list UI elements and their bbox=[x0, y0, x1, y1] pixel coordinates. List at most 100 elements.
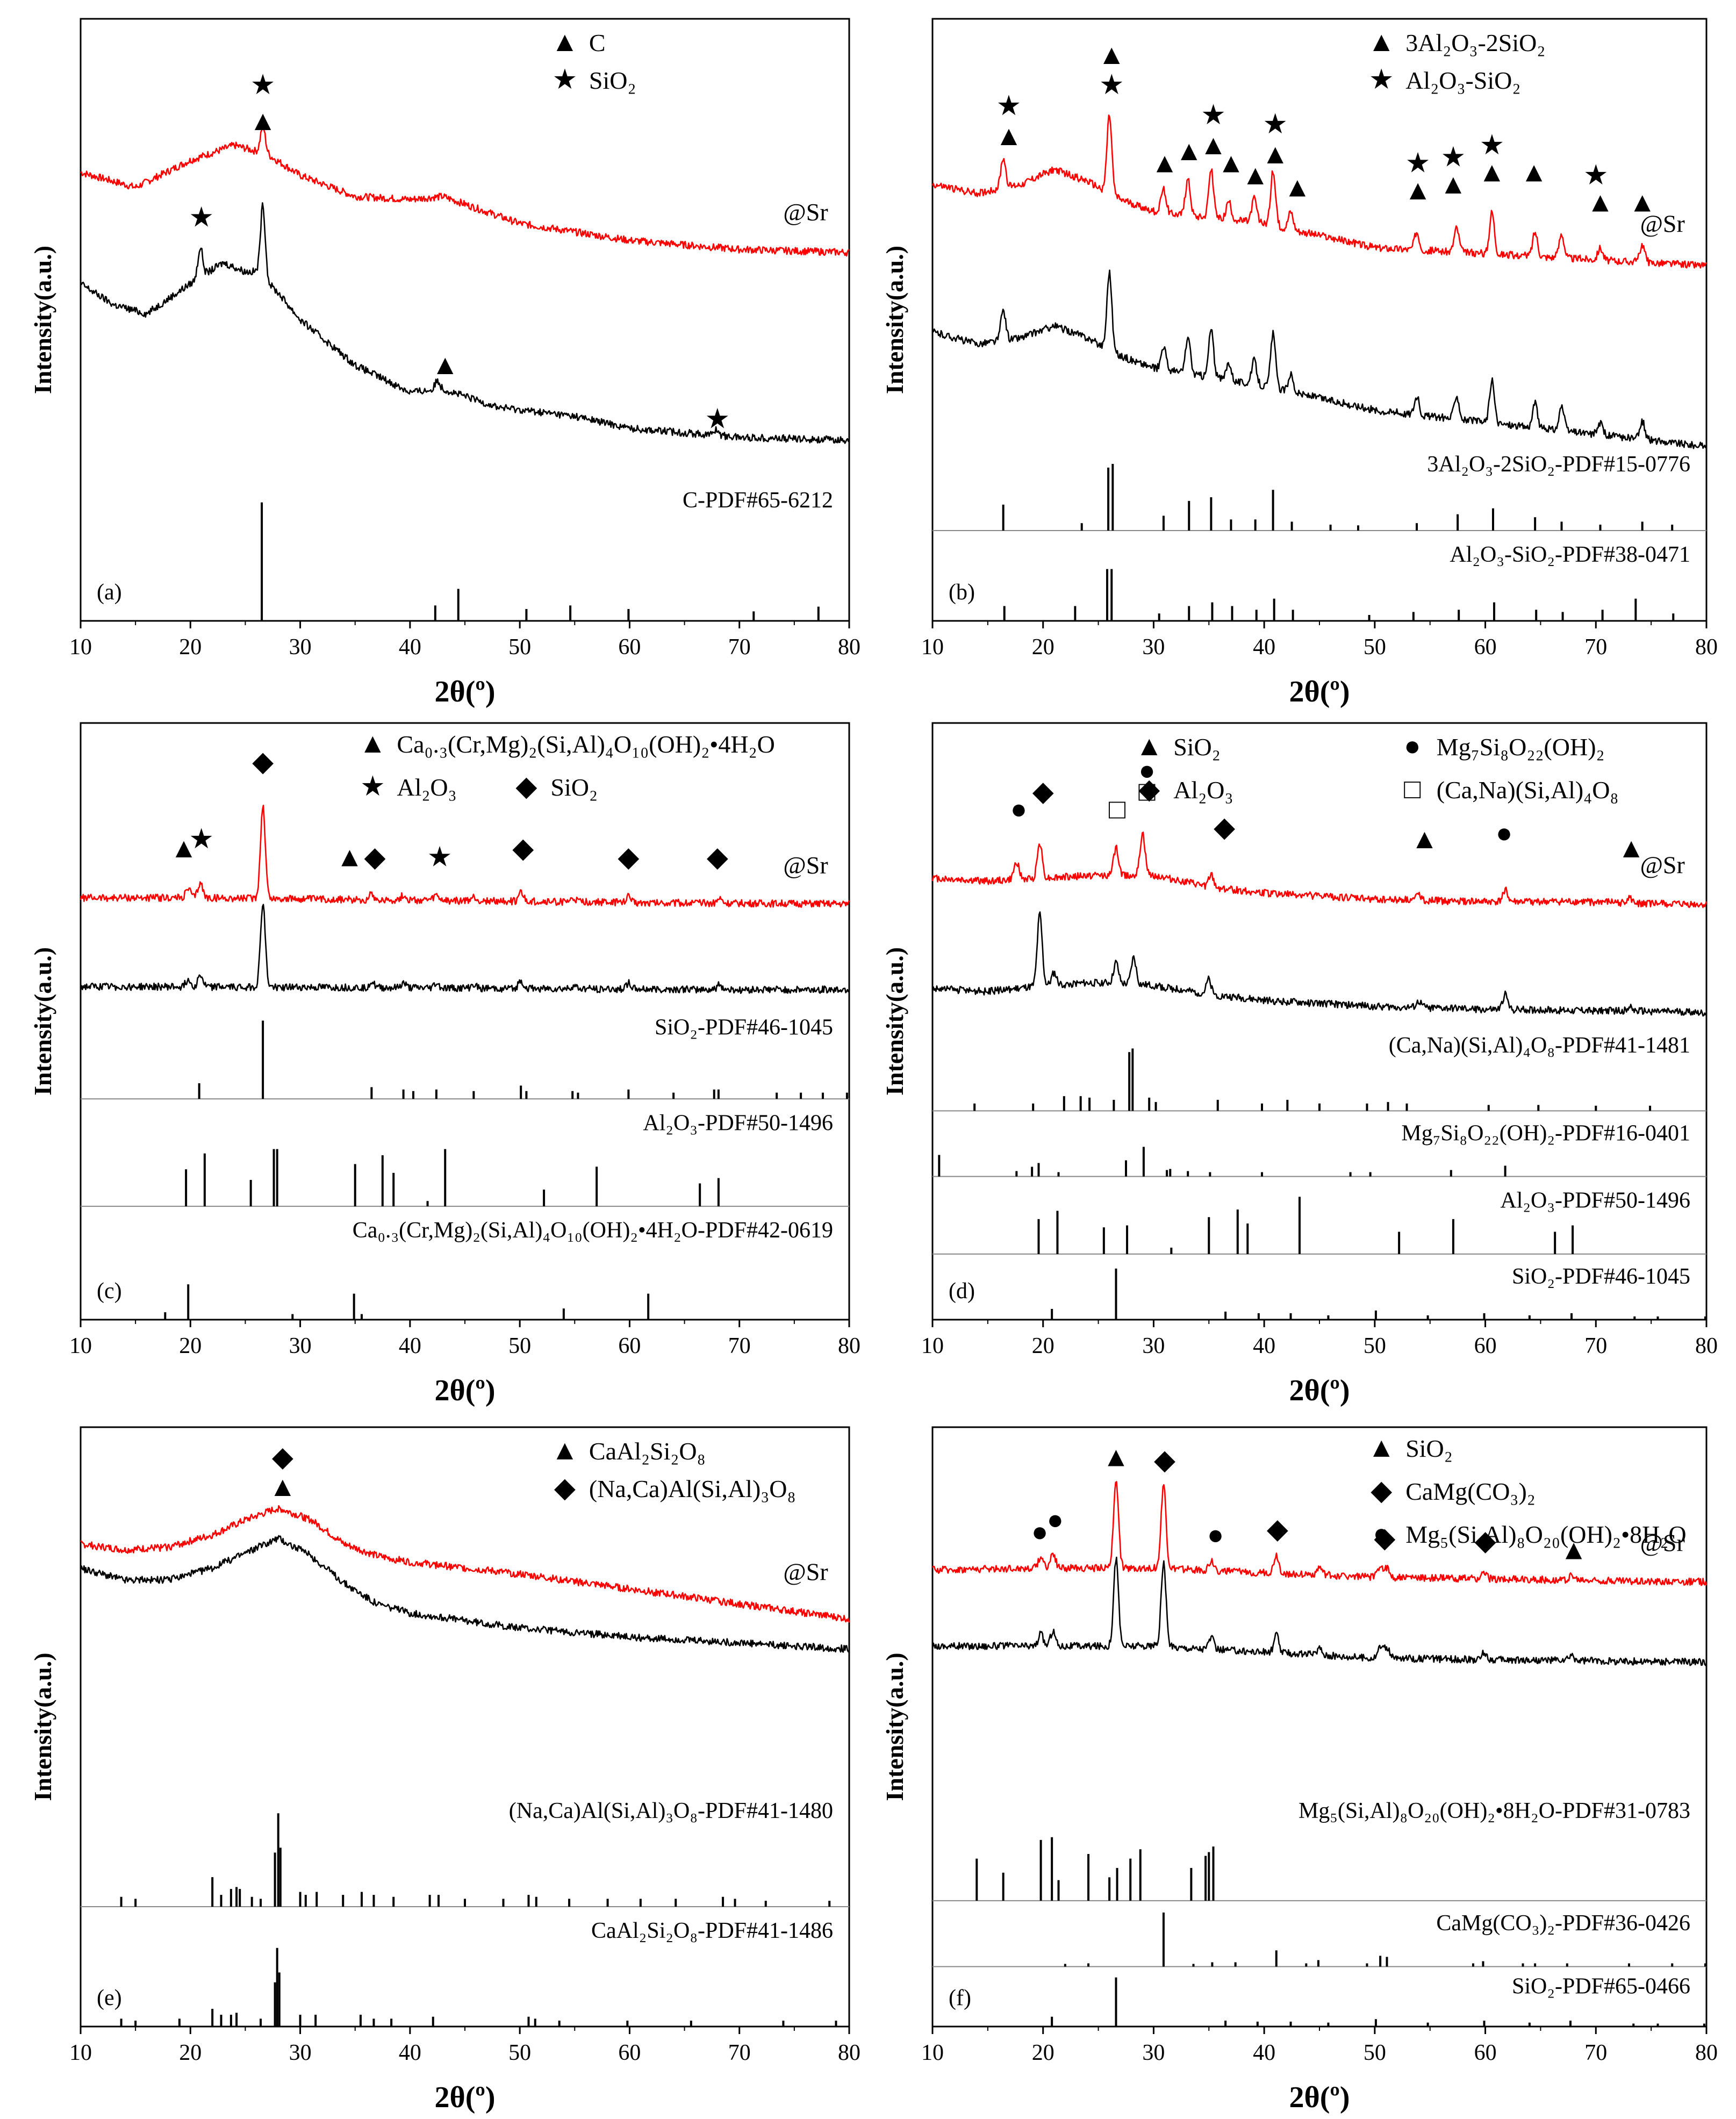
peak-marker: ◆ bbox=[707, 842, 728, 872]
peak-marker: ▲ bbox=[1217, 148, 1245, 179]
x-tick-label: 10 bbox=[69, 2041, 92, 2065]
peak-marker: ◆ bbox=[1374, 1523, 1395, 1554]
x-axis-label: 2θ(º) bbox=[1289, 2081, 1350, 2114]
x-axis-label: 2θ(º) bbox=[434, 1374, 495, 1407]
legend-label: SiO₂ bbox=[1405, 1435, 1453, 1462]
x-tick-label: 30 bbox=[289, 2041, 312, 2065]
x-tick-label: 10 bbox=[921, 635, 944, 660]
trace-raw bbox=[80, 904, 850, 994]
panel-d: 10 20 30 40 50 60 70 80 2θ(º) Intensity(a.u.) (Ca,… bbox=[881, 722, 1718, 1407]
reference-label: Al₂O₃-PDF#50-1496 bbox=[1500, 1189, 1690, 1213]
peak-marker: ● bbox=[1047, 1505, 1064, 1536]
panel-letter: (d) bbox=[949, 1279, 975, 1304]
legend-label: Al₂O₃ bbox=[397, 774, 456, 801]
x-axis-label: 2θ(º) bbox=[1289, 1374, 1350, 1407]
legend-marker: ◆ bbox=[515, 771, 537, 802]
x-tick-label: 20 bbox=[179, 1334, 202, 1358]
peak-marker: ★ bbox=[1099, 70, 1124, 101]
peak-marker: ★ bbox=[189, 824, 214, 855]
trace-raw bbox=[931, 1556, 1708, 1666]
peak-marker: ★ bbox=[1583, 160, 1609, 191]
legend-label: (Na,Ca)Al(Si,Al)₃O₈ bbox=[589, 1475, 796, 1502]
x-axis-label: 2θ(º) bbox=[434, 2081, 495, 2114]
reference-label: C-PDF#65-6212 bbox=[683, 488, 833, 513]
x-tick-label: 60 bbox=[618, 2041, 641, 2065]
peak-marker: ▲ bbox=[1404, 175, 1431, 206]
peak-marker: ★ bbox=[1262, 109, 1288, 140]
panel-letter: (e) bbox=[97, 1986, 122, 2010]
peak-marker: ● bbox=[1496, 818, 1512, 849]
legend-marker: ★ bbox=[1369, 65, 1394, 95]
trace-label: @Sr bbox=[783, 1558, 828, 1585]
peak-marker: ◆ bbox=[1154, 1445, 1175, 1476]
peak-marker: ▲ bbox=[1261, 139, 1289, 170]
trace-sr bbox=[80, 805, 850, 908]
trace-raw bbox=[80, 1535, 850, 1653]
peak-marker: ★ bbox=[189, 202, 214, 233]
peak-marker: ▲ bbox=[995, 121, 1022, 152]
x-tick-label: 10 bbox=[69, 1334, 92, 1358]
legend-label: Mg₇Si₈O₂₂(OH)₂ bbox=[1437, 733, 1605, 761]
peak-marker: ▲ bbox=[1242, 160, 1269, 191]
legend-marker: ▲ bbox=[1135, 731, 1163, 762]
peak-marker: ▲ bbox=[1102, 1442, 1130, 1472]
x-tick-label: 50 bbox=[1364, 1334, 1386, 1358]
y-axis-label: Intensity(a.u.) bbox=[29, 1652, 56, 1801]
trace-label: @Sr bbox=[783, 851, 828, 879]
peak-marker: ★ bbox=[996, 91, 1022, 121]
legend-marker: ◆ bbox=[1138, 774, 1160, 805]
legend-label: Ca₀.₃(Cr,Mg)₂(Si,Al)₄O₁₀(OH)₂•4H₂O bbox=[397, 731, 774, 758]
legend-marker: ● bbox=[1404, 731, 1421, 762]
peak-marker: ◆ bbox=[364, 842, 385, 872]
legend-marker: ★ bbox=[553, 65, 578, 95]
trace-sr bbox=[931, 832, 1708, 908]
x-tick-label: 70 bbox=[1584, 635, 1607, 660]
peak-marker: ● bbox=[1138, 755, 1155, 786]
peak-marker: ▲ bbox=[1520, 157, 1547, 188]
peak-marker: ▲ bbox=[1411, 824, 1438, 855]
legend-marker: ◆ bbox=[1371, 1476, 1392, 1506]
x-tick-label: 10 bbox=[69, 635, 92, 660]
peak-marker: ● bbox=[1207, 1520, 1224, 1550]
legend-label: CaAl₂Si₂O₈ bbox=[589, 1437, 706, 1465]
reference-label: Mg₇Si₈O₂₂(OH)₂-PDF#16-0401 bbox=[1401, 1121, 1690, 1146]
legend-label: SiO₂ bbox=[1173, 733, 1221, 761]
reference-label: Mg₅(Si,Al)₈O₂₀(OH)₂•8H₂O-PDF#31-0783 bbox=[1299, 1799, 1690, 1823]
x-tick-label: 30 bbox=[289, 1334, 312, 1358]
peak-marker: ● bbox=[1010, 794, 1027, 825]
trace-sr bbox=[80, 123, 850, 257]
x-tick-label: 80 bbox=[1695, 635, 1718, 660]
legend-marker: ▲ bbox=[1367, 1433, 1395, 1463]
peak-marker: ★ bbox=[250, 70, 276, 101]
panel-c: 10 20 30 40 50 60 70 80 2θ(º) Intensity(a.u.) SiO₂… bbox=[29, 722, 860, 1407]
x-tick-label: 20 bbox=[179, 635, 202, 660]
legend-label: (Ca,Na)(Si,Al)₄O₈ bbox=[1437, 776, 1619, 804]
reference-label: CaMg(CO₃)₂-PDF#36-0426 bbox=[1436, 1911, 1690, 1936]
peak-marker: ▲ bbox=[1200, 130, 1227, 161]
x-tick-label: 40 bbox=[1253, 1334, 1275, 1358]
x-tick-label: 20 bbox=[179, 2041, 202, 2065]
legend-marker: ● bbox=[1373, 1519, 1389, 1549]
peak-marker: ▲ bbox=[1478, 157, 1505, 188]
reference-label: (Ca,Na)(Si,Al)₄O₈-PDF#41-1481 bbox=[1389, 1033, 1690, 1058]
plot-frame bbox=[931, 722, 1708, 1321]
x-tick-label: 70 bbox=[728, 635, 751, 660]
peak-marker: ◆ bbox=[252, 747, 274, 777]
plot-frame bbox=[80, 18, 850, 622]
x-tick-label: 50 bbox=[508, 1334, 531, 1358]
legend-label: CaMg(CO₃)₂ bbox=[1405, 1478, 1536, 1505]
reference-label: Al₂O₃-SiO₂-PDF#38-0471 bbox=[1450, 542, 1690, 567]
peak-marker: ◆ bbox=[1032, 776, 1054, 807]
legend-marker: ◆ bbox=[554, 1473, 576, 1504]
x-tick-label: 40 bbox=[1253, 2041, 1275, 2065]
x-tick-label: 30 bbox=[1142, 635, 1165, 660]
panel-letter: (b) bbox=[949, 580, 975, 605]
peak-marker: ▲ bbox=[1098, 40, 1125, 70]
peak-marker: ◆ bbox=[1475, 1526, 1496, 1557]
peak-marker: ▲ bbox=[170, 833, 197, 864]
legend-marker: ▲ bbox=[359, 728, 386, 759]
peak-marker: □ bbox=[1109, 794, 1126, 825]
trace-raw bbox=[80, 202, 850, 444]
x-tick-label: 40 bbox=[1253, 635, 1275, 660]
legend-label: SiO₂ bbox=[550, 774, 598, 801]
